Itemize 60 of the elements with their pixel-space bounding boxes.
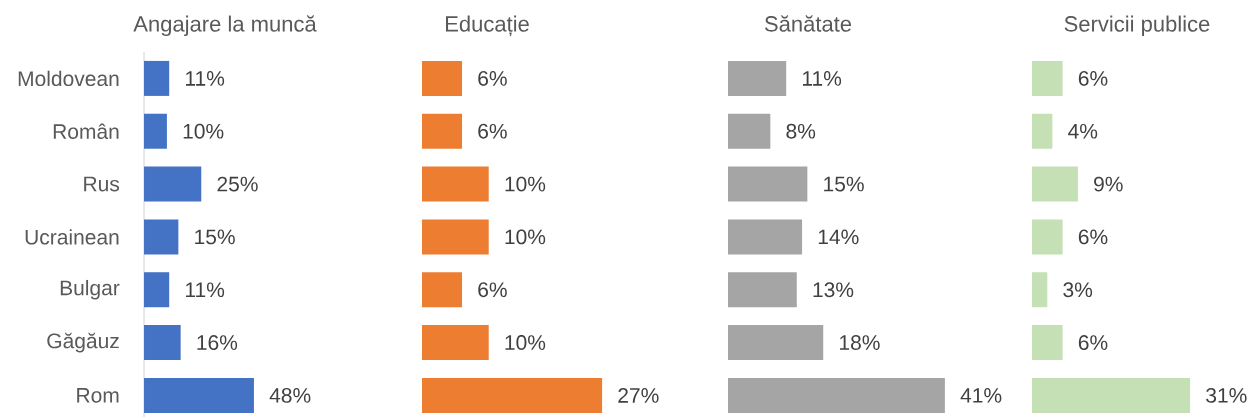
data-label: 10% — [183, 123, 224, 139]
data-label: 14% — [818, 229, 859, 245]
bar — [728, 113, 771, 149]
data-label: 31% — [1206, 387, 1247, 403]
bar — [1032, 377, 1191, 413]
data-label: 11% — [186, 71, 225, 86]
data-label: 10% — [505, 335, 546, 350]
y-tick-label: Rus — [84, 176, 120, 192]
bar — [1032, 166, 1078, 202]
data-label: 6% — [1078, 229, 1108, 245]
y-tick-label: Bulgar — [60, 279, 120, 300]
data-label: 10% — [505, 229, 546, 245]
data-label: 8% — [786, 123, 816, 139]
data-label: 13% — [813, 282, 854, 298]
y-tick-label: Ucrainean — [25, 229, 119, 245]
data-label: 6% — [1078, 335, 1108, 350]
bar — [144, 272, 170, 308]
data-label: 6% — [478, 70, 507, 86]
y-tick-label: Român — [53, 123, 119, 139]
chart-title: Servicii publice — [1064, 15, 1210, 37]
data-label: 16% — [197, 335, 238, 350]
data-label: 15% — [195, 229, 235, 245]
bar — [728, 60, 787, 96]
bar — [1032, 325, 1063, 361]
y-tick-label: Rom — [77, 388, 119, 403]
y-tick-label: Găgăuz — [47, 332, 119, 353]
bar — [728, 219, 803, 255]
data-label: 11% — [802, 71, 842, 86]
bar — [728, 166, 808, 202]
data-label: 3% — [1063, 282, 1093, 298]
data-label: 6% — [1078, 70, 1108, 86]
data-label: 18% — [840, 335, 880, 350]
data-label: 25% — [217, 176, 258, 192]
bar — [728, 325, 824, 361]
data-label: 10% — [505, 176, 546, 192]
bar — [144, 325, 181, 361]
bar — [728, 272, 797, 308]
bar — [144, 219, 179, 255]
data-label: 41% — [960, 388, 1002, 403]
bar — [144, 377, 254, 413]
chart-title: Angajare la muncă — [133, 15, 317, 37]
data-label: 11% — [186, 282, 225, 298]
bar — [1032, 113, 1053, 149]
chart-title: Sănătate — [764, 15, 852, 32]
data-label: 27% — [618, 387, 659, 403]
chart-title: Educație — [446, 15, 529, 37]
bar — [144, 113, 167, 149]
bar — [1032, 219, 1063, 255]
bar — [728, 377, 945, 413]
data-label: 6% — [478, 123, 507, 139]
data-label: 48% — [269, 387, 311, 403]
data-label: 15% — [824, 176, 864, 192]
data-label: 4% — [1068, 123, 1098, 139]
bar — [1032, 60, 1063, 96]
y-tick-label: Moldovean — [18, 70, 119, 87]
data-label: 6% — [478, 282, 507, 298]
bar — [144, 166, 202, 202]
bar — [1032, 272, 1048, 308]
bar — [144, 60, 170, 96]
data-label: 9% — [1094, 176, 1123, 192]
